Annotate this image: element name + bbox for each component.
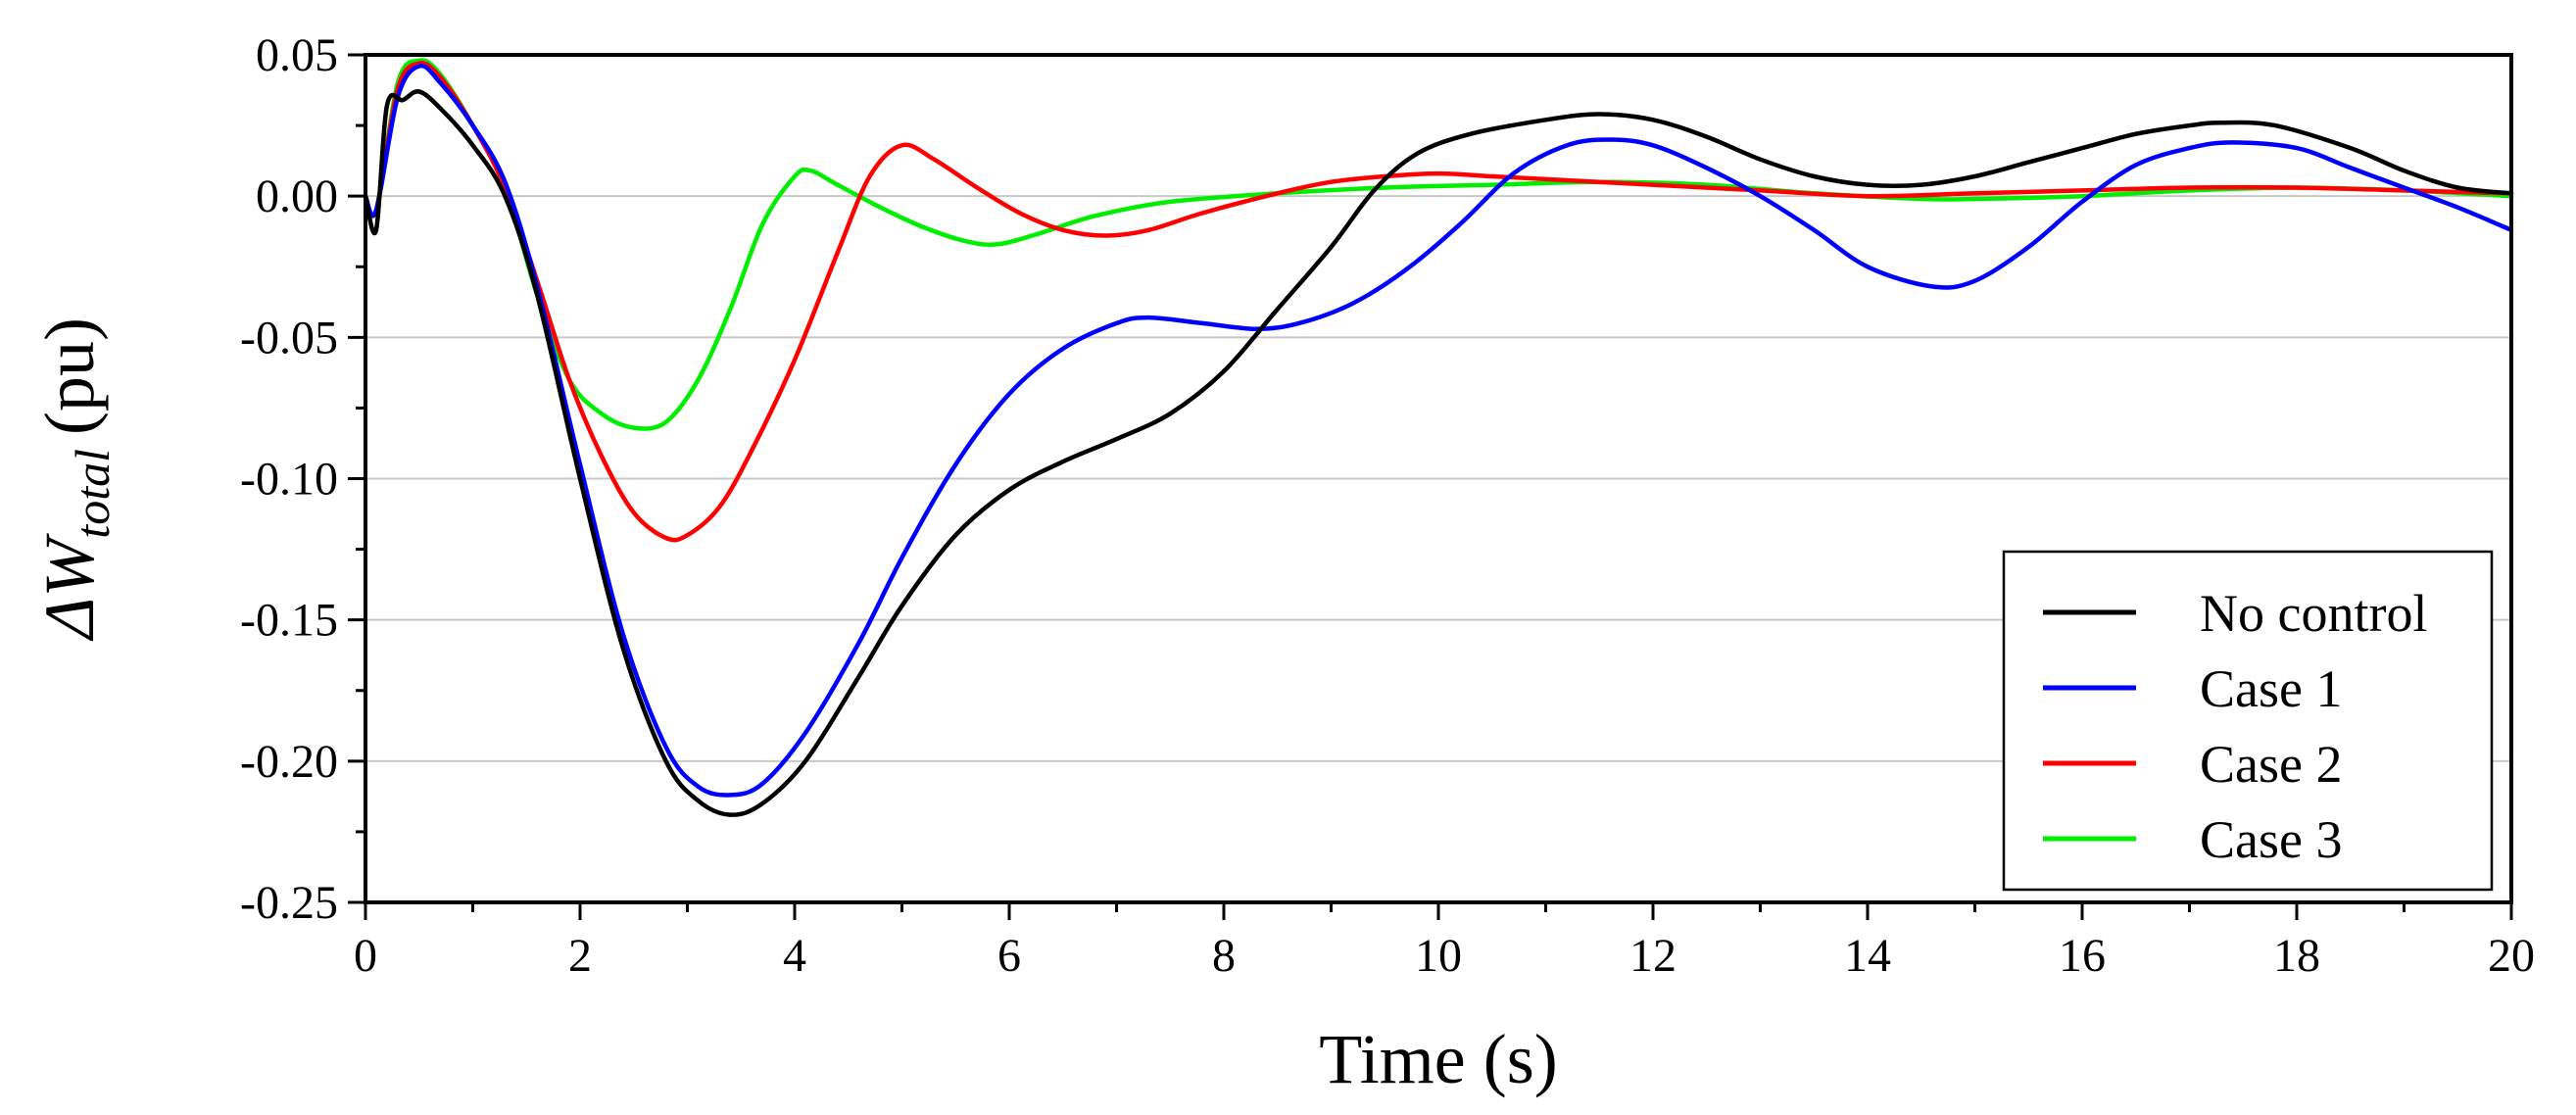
x-tick-label: 20 [2488,930,2535,982]
series-lines [363,58,2514,817]
x-tick-label: 8 [1212,930,1236,982]
x-tick-labels: 0 2 4 6 8 10 12 14 16 18 20 [354,930,2535,982]
y-tick-label: 0.05 [256,29,338,81]
x-tick-label: 14 [1844,930,1891,982]
y-tick-label: -0.15 [240,595,338,647]
y-axis-title-subscript: total [65,449,120,539]
y-tick-label: -0.05 [240,312,338,364]
axis-ticks [348,53,2513,920]
svg-text:ΔWtotal(pu): ΔWtotal (pu) [30,317,120,642]
x-tick-label: 6 [997,930,1021,982]
legend-label-no-control: No control [2200,584,2427,643]
y-axis-title: ΔWtotal (pu) [30,317,120,642]
x-tick-label: 4 [783,930,806,982]
legend-label-case-2: Case 2 [2200,735,2342,794]
y-axis-title-symbol: ΔW [30,533,109,642]
legend-label-case-1: Case 1 [2200,659,2342,718]
y-tick-label: -0.25 [240,877,338,929]
x-axis-title: Time (s) [1319,1020,1557,1098]
series-line-no-control [363,89,2514,817]
legend-entries: No control Case 1 Case 2 Case 3 [2043,584,2427,869]
x-tick-label: 0 [354,930,377,982]
x-tick-label: 12 [1629,930,1677,982]
legend-box [2002,550,2494,892]
y-tick-label: 0.00 [256,170,338,222]
x-tick-label: 2 [568,930,592,982]
legend: No control Case 1 Case 2 Case 3 [2002,550,2494,892]
y-axis-title-unit: (pu) [30,317,109,435]
y-tick-labels: 0.05 0.00 -0.05 -0.10 -0.15 -0.20 -0.25 [240,29,338,929]
x-tick-label: 10 [1415,930,1462,982]
x-tick-label: 16 [2059,930,2106,982]
grid-lines [365,195,2511,762]
x-tick-label: 18 [2273,930,2320,982]
series-line-case-1 [363,63,2514,798]
y-tick-label: -0.10 [240,454,338,506]
y-tick-label: -0.20 [240,736,338,788]
legend-label-case-3: Case 3 [2200,810,2342,869]
